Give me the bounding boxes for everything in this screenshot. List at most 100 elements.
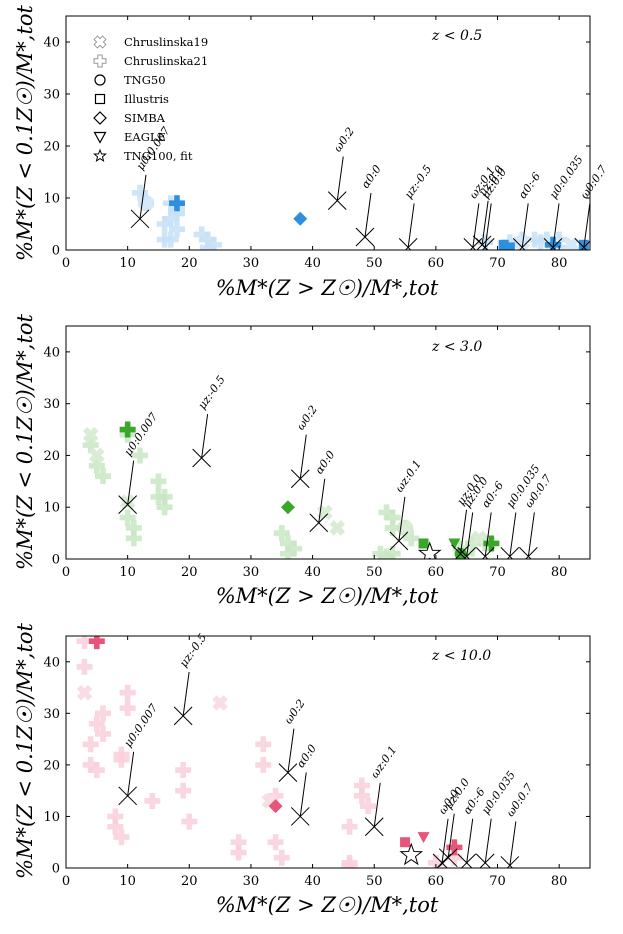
x-tick-label: 30 [243,874,260,889]
y-axis-label: %M*(Z < 0.1Z☉)/M*,tot [13,313,37,570]
fit-variation-marker [398,238,418,250]
chruslinska19-point [329,520,346,536]
fit-annotation-label: α0:0 [294,742,319,770]
legend-marker-triangle [93,131,107,144]
x-tick-label: 50 [366,565,383,580]
chruslinska21-point [181,813,198,830]
chruslinska21-point [273,525,290,542]
fit-annotation-label: ω0:0.7 [578,163,610,201]
chruslinska21-point [341,857,358,868]
legend: Chruslinska19 Chruslinska21 TNG50 Illust… [93,35,208,163]
fit-annotation-label: μz:-0.5 [402,163,434,201]
fit-annotation-label: μz:-0.5 [195,373,227,411]
x-tick-label: 80 [551,565,568,580]
eagle-point [448,538,461,550]
legend-label: Chruslinska21 [124,54,208,68]
y-tick-label: 10 [43,810,60,825]
x-tick-label: 50 [366,874,383,889]
x-tick-label: 70 [489,256,506,271]
chruslinska21-point [113,751,130,768]
x-axis-label: %M*(Z > Z☉)/M*,tot [216,893,439,917]
chruslinska21-point [113,829,130,846]
y-tick-label: 10 [43,192,60,207]
x-tick-label: 30 [243,565,260,580]
chruslinska21-point [193,226,210,243]
axes-frame [65,635,591,869]
x-tick-label: 60 [428,565,445,580]
chruslinska21-point [353,787,370,804]
tng100-fit-point [399,842,424,866]
annotation-leader-line [447,813,455,858]
chruslinska21-point [168,221,185,238]
fit-annotation-label: ω0:2 [331,125,357,154]
x-tick-label: 10 [119,256,136,271]
fit-annotation-label: μz:-0.5 [177,631,209,669]
chruslinska21-point [538,231,555,248]
fit-annotation-label: ωz:0.1 [368,744,399,781]
fit-annotation-label: ω0:2 [282,697,308,726]
illustris-point [418,538,429,549]
annotation-leader-line [484,203,492,248]
chruslinska21-point [156,216,173,232]
panel-title: z < 10.0 [431,648,491,664]
annotation-leader-line [201,413,209,459]
chruslinska21-point [125,519,142,536]
panel-z-lt-0.5: z < 0.5 %M*(Z > Z☉)/M*,tot %M*(Z < 0.1Z☉… [13,4,610,300]
chruslinska21-point [353,777,370,794]
chruslinska21-point [107,818,124,835]
chruslinska21-point [175,762,192,779]
annotation-leader-line [481,200,489,245]
chruslinska21-point [107,808,124,825]
annotation-leader-line [398,496,406,541]
chruslinska19-point [212,695,228,711]
y-tick-label: 10 [43,501,60,516]
panel-z-lt-10.0: z < 10.0 %M*(Z > Z☉)/M*,tot %M*(Z < 0.1Z… [13,622,591,917]
x-tick-label: 60 [428,256,445,271]
panel-title: z < 0.5 [431,28,482,44]
y-tick-label: 30 [43,707,60,722]
y-tick-label: 40 [43,655,60,670]
annotation-leader-line [373,782,381,827]
chruslinska21-point [88,762,105,779]
x-tick-label: 60 [428,874,445,889]
x-tick-label: 70 [489,565,506,580]
chruslinska21-point [125,530,142,547]
illustris-point [498,239,509,250]
eagle-point [417,832,430,844]
chruslinska21-point [119,684,136,701]
chruslinska21-point [82,756,99,773]
fit-annotation-label: α0:0 [359,163,384,191]
chruslinska21-point [279,545,296,559]
panel-z-lt-3.0: z < 3.0 %M*(Z > Z☉)/M*,tot %M*(Z < 0.1Z☉… [13,313,591,608]
legend-marker-x [93,35,107,49]
chruslinska21-point [175,782,192,799]
annotation-leader-line [287,728,295,773]
x-tick-label: 50 [366,256,383,271]
chruslinska21-highlight-point [119,421,136,438]
illustris-point [504,242,515,250]
legend-marker-plus [93,54,107,68]
annotation-leader-line [509,512,517,557]
x-tick-label: 40 [304,256,321,271]
x-tick-label: 20 [181,874,198,889]
annotation-leader-line [521,203,529,248]
chruslinska21-point [199,239,216,250]
chruslinska21-point [360,798,377,815]
simba-point [268,799,283,814]
simba-point [293,211,308,226]
chruslinska21-point [119,509,136,526]
x-tick-label: 0 [62,874,70,889]
annotation-leader-line [552,203,560,248]
x-tick-label: 0 [62,256,70,271]
fit-annotation-label: α0:-6 [516,170,543,201]
chruslinska21-highlight-point [545,236,562,250]
panel-title: z < 3.0 [431,339,482,355]
y-tick-label: 0 [52,244,60,259]
x-tick-label: 0 [62,565,70,580]
fit-variation-marker [364,817,384,837]
chruslinska21-point [267,834,284,851]
annotation-leader-line [299,772,307,817]
annotation-leader-line [407,203,415,248]
chruslinska21-point [150,473,167,490]
